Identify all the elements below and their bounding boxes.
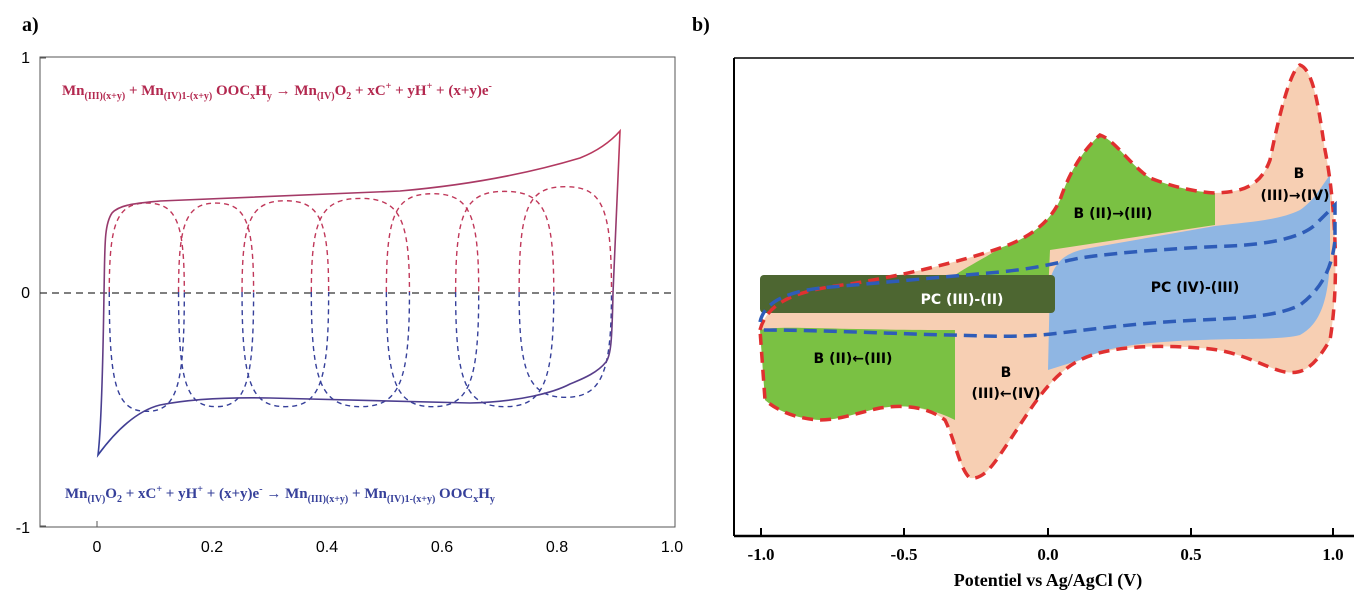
region-green-top [955, 135, 1215, 295]
dashed-loop-reduction [454, 291, 555, 408]
cv-blue-dashed [758, 200, 1337, 338]
cv-red-dashed [758, 63, 1338, 480]
x-tick-label-0-4: 0.4 [316, 539, 338, 556]
dashed-loop-reduction [241, 291, 330, 408]
dashed-loop-reduction [518, 291, 613, 399]
panel-b-label: b) [692, 14, 710, 36]
panel-a-chart: 1 0 -1 0 0.2 0.4 0.6 0.8 1.0 Mn(III)(x+y… [16, 50, 683, 556]
x-axis-title: Potentiel vs Ag/AgCl (V) [954, 570, 1142, 591]
label-b-iii-iv-back: B [1001, 365, 1012, 381]
equation-reduction: Mn(IV)O2 + xC+ + yH+ + (x+y)e- → Mn(III)… [65, 484, 495, 505]
panel-b-chart: -1.0 -0.5 0.0 0.5 1.0 Potentiel vs Ag/Ag… [733, 57, 1354, 591]
dashed-loop-reduction [108, 291, 186, 413]
label-b-ii-iii: B (II)→(III) [1074, 206, 1153, 222]
dashed-loop-reduction [385, 291, 480, 408]
x-tick-label-neg1: -1.0 [748, 545, 775, 564]
region-green-bottom [760, 327, 955, 420]
dashed-loop-oxidation [310, 197, 411, 293]
dashed-loop-oxidation [385, 193, 480, 293]
x-tick-label-1-0: 1.0 [661, 539, 683, 556]
dashed-loop-reduction [310, 291, 411, 408]
x-tick-label-0-6: 0.6 [431, 539, 453, 556]
y-tick-label-0: 0 [21, 285, 30, 302]
label-pc-iii-ii: PC (III)-(II) [921, 292, 1004, 308]
label-b-ii-iii-back: B (II)←(III) [814, 351, 893, 367]
y-tick-label-1: 1 [21, 50, 30, 67]
dashed-loop-reduction [177, 291, 255, 408]
equation-oxidation: Mn(III)(x+y) + Mn(IV)1-(x+y) OOCxHy → Mn… [62, 81, 492, 102]
x-tick-label-1: 1.0 [1322, 545, 1343, 564]
label-b-iii-iv-back-2: (III)←(IV) [972, 386, 1041, 402]
y-tick-label-neg1: -1 [16, 520, 30, 537]
cv-envelope [96, 128, 621, 458]
x-tick-label-neg0-5: -0.5 [891, 545, 918, 564]
dashed-loop-oxidation [454, 190, 555, 293]
label-b-iii-iv-top: B [1294, 166, 1305, 182]
x-tick-label-0-8: 0.8 [546, 539, 568, 556]
x-tick-label-0: 0 [93, 539, 102, 556]
x-tick-label-0: 0.0 [1037, 545, 1058, 564]
dashed-loops [108, 185, 613, 413]
dashed-loop-oxidation [108, 202, 186, 293]
x-tick-label-0-2: 0.2 [201, 539, 223, 556]
dashed-loop-oxidation [518, 185, 613, 293]
dashed-loop-oxidation [241, 200, 330, 293]
dashed-loop-oxidation [177, 202, 255, 293]
x-tick-label-0-5: 0.5 [1180, 545, 1201, 564]
plot-a-frame [39, 56, 676, 528]
label-pc-iv-iii: PC (IV)-(III) [1151, 280, 1239, 296]
region-blue [1048, 175, 1330, 370]
label-b-iii-iv-top-2: (III)→(IV) [1261, 188, 1330, 204]
panel-a-label: a) [22, 14, 39, 36]
